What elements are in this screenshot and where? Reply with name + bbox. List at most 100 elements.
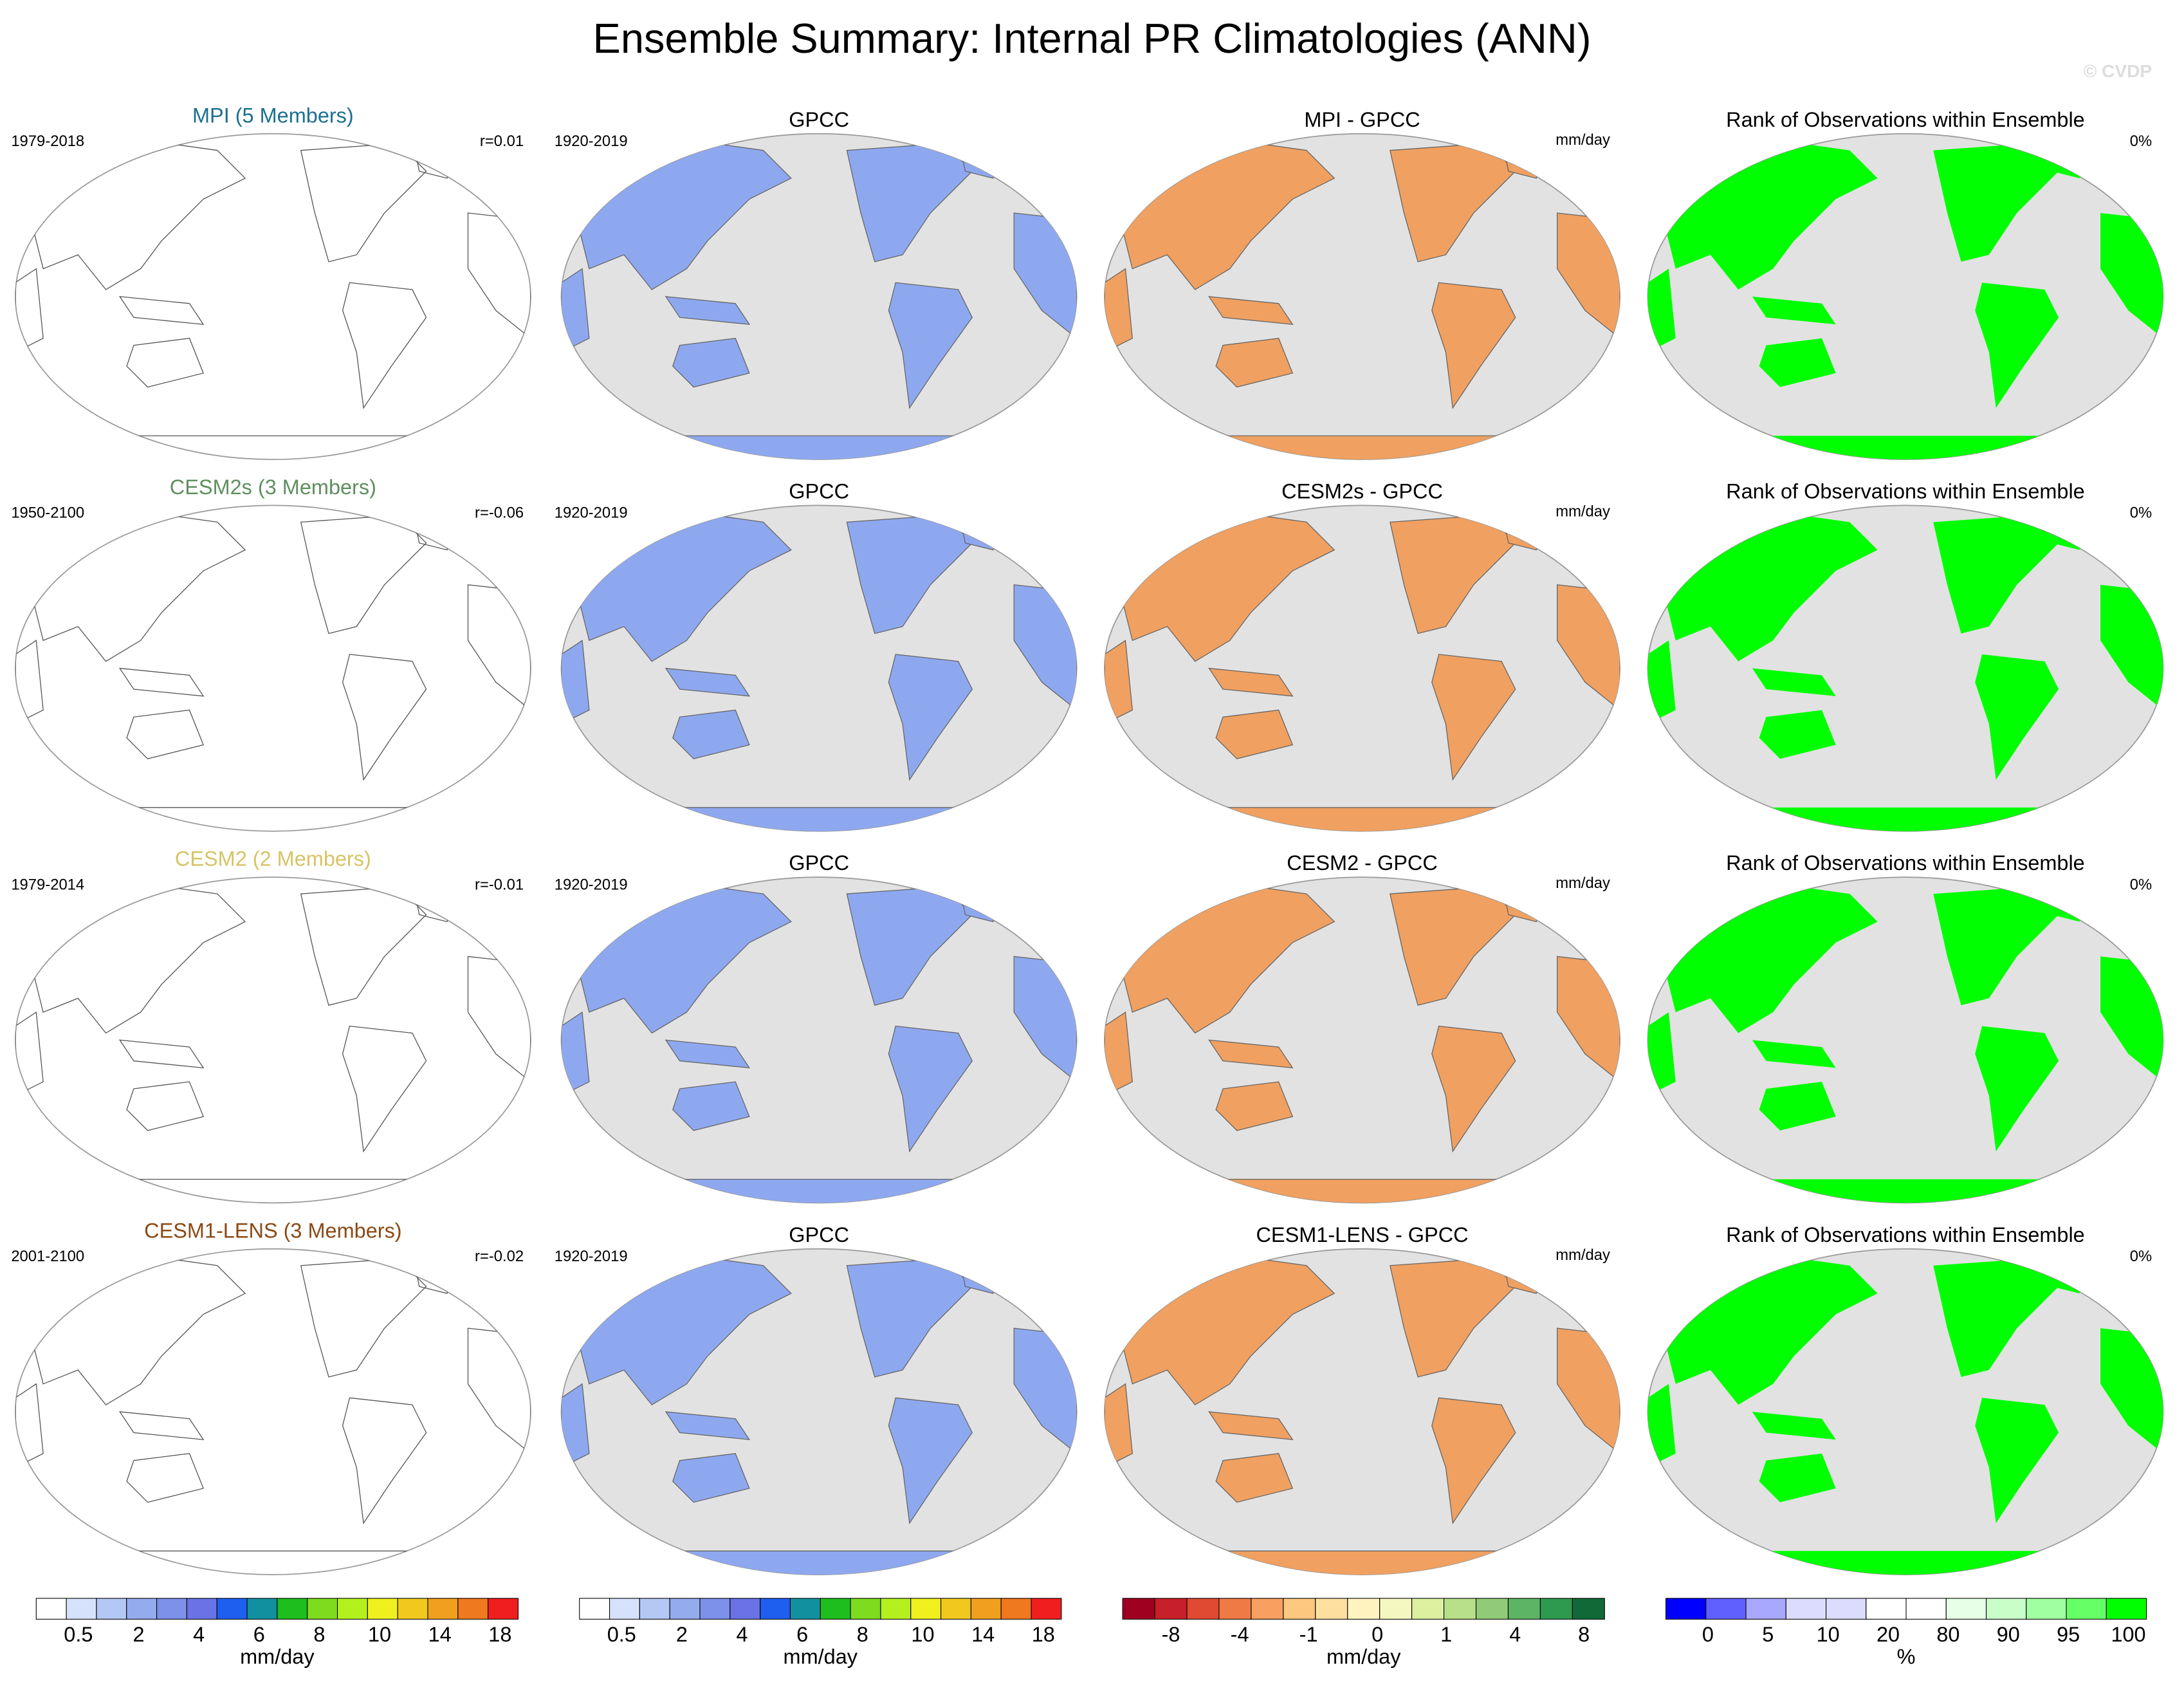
colorbar-box (1186, 1598, 1220, 1620)
colorbar-box (1666, 1598, 1707, 1620)
colorbar-label: 6 (796, 1623, 808, 1646)
colorbar-label: 14 (971, 1623, 995, 1646)
colorbar-box (1411, 1598, 1445, 1620)
colorbar-label: 10 (368, 1623, 391, 1646)
colorbar-box (1866, 1598, 1907, 1620)
model-period: 2001-2100 (11, 1248, 84, 1265)
colorbar-box (760, 1598, 791, 1620)
colorbar-box (277, 1598, 308, 1620)
rank-percent: 0% (2130, 876, 2152, 893)
pattern-correlation: r=-0.01 (475, 876, 524, 893)
obs-period: 1920-2019 (555, 1248, 628, 1265)
diff-title: MPI - GPCC (1304, 108, 1420, 131)
map-panel (1104, 133, 1620, 460)
pattern-correlation: r=0.01 (480, 133, 524, 150)
obs-period: 1920-2019 (555, 133, 628, 150)
rank-title: Rank of Observations within Ensemble (1726, 1223, 2085, 1246)
diff-units: mm/day (1555, 1246, 1610, 1264)
map-panel (1647, 1248, 2164, 1575)
obs-title: GPCC (789, 480, 849, 503)
colorbar-label: 4 (193, 1623, 205, 1646)
colorbar-label: 18 (1032, 1623, 1055, 1646)
map-panel (1647, 876, 2164, 1204)
colorbar-label: -4 (1231, 1623, 1249, 1646)
colorbar-label: 0 (1372, 1623, 1383, 1646)
colorbar-box (2106, 1598, 2147, 1620)
colorbar-label: 4 (1509, 1623, 1521, 1646)
colorbar-label: 2 (676, 1623, 688, 1646)
colorbar-box (1905, 1598, 1947, 1620)
colorbar-box (397, 1598, 428, 1620)
colorbar-label: -1 (1299, 1623, 1318, 1646)
colorbar-box (1379, 1598, 1413, 1620)
colorbar-box (1945, 1598, 1987, 1620)
map-panel (1104, 1248, 1620, 1575)
colorbar-box (609, 1598, 640, 1620)
colorbar-box (910, 1598, 942, 1620)
colorbar-box (1218, 1598, 1252, 1620)
model-period: 1979-2014 (11, 876, 84, 893)
colorbar-box (457, 1598, 489, 1620)
colorbar-box (1475, 1598, 1509, 1620)
colorbar-units: mm/day (784, 1645, 858, 1668)
model-period: 1979-2018 (11, 133, 84, 150)
colorbar-box (35, 1598, 67, 1620)
colorbar-box (427, 1598, 459, 1620)
diff-units: mm/day (1555, 503, 1610, 521)
colorbar-label: 1 (1440, 1623, 1452, 1646)
globe (14, 504, 531, 832)
map-panel (1104, 504, 1620, 832)
map-panel (1647, 133, 2164, 460)
colorbar-box (970, 1598, 1002, 1620)
colorbar-box (1000, 1598, 1032, 1620)
rank-title: Rank of Observations within Ensemble (1726, 108, 2085, 131)
colorbar-units: mm/day (1326, 1645, 1401, 1668)
colorbar-label: 0.5 (607, 1623, 636, 1646)
map-panel (1647, 504, 2164, 832)
colorbar-label: 14 (428, 1623, 452, 1646)
pattern-correlation: r=-0.02 (475, 1248, 524, 1265)
colorbar-box (1315, 1598, 1348, 1620)
colorbar-label: 4 (737, 1623, 748, 1646)
colorbar-box (2026, 1598, 2067, 1620)
globe (14, 1248, 531, 1575)
rank-percent: 0% (2130, 504, 2152, 522)
obs-period: 1920-2019 (555, 876, 628, 893)
rank-title: Rank of Observations within Ensemble (1726, 480, 2085, 503)
colorbar-box (1986, 1598, 2027, 1620)
colorbar-units: % (1897, 1645, 1916, 1668)
map-panel (14, 133, 531, 460)
colorbar-box (126, 1598, 158, 1620)
colorbar-box (1507, 1598, 1541, 1620)
colorbar-box (186, 1598, 217, 1620)
figure-title: Ensemble Summary: Internal PR Climatolog… (593, 15, 1592, 62)
colorbar-box (1444, 1598, 1477, 1620)
map-panel (560, 504, 1078, 832)
colorbar-box (307, 1598, 338, 1620)
colorbar-box (579, 1598, 610, 1620)
diff-title: CESM2s - GPCC (1281, 480, 1443, 503)
model-title: MPI (5 Members) (192, 104, 354, 127)
obs-title: GPCC (789, 108, 849, 131)
colorbar-label: 8 (1578, 1623, 1590, 1646)
map-panel (560, 1248, 1078, 1575)
colorbar-box (1539, 1598, 1573, 1620)
colorbar-box (336, 1598, 368, 1620)
colorbar-label: 0.5 (64, 1623, 93, 1646)
diff-units: mm/day (1555, 874, 1610, 892)
colorbar-box (488, 1598, 518, 1620)
colorbar-box (216, 1598, 248, 1620)
colorbar-box (669, 1598, 701, 1620)
colorbar-box (941, 1598, 971, 1620)
colorbar-box (1251, 1598, 1284, 1620)
colorbar-box (96, 1598, 127, 1620)
colorbar-box (156, 1598, 187, 1620)
colorbar-box (1826, 1598, 1867, 1620)
colorbar-label: 100 (2111, 1623, 2145, 1646)
rank-title: Rank of Observations within Ensemble (1726, 851, 2085, 874)
colorbar-box (1122, 1598, 1155, 1620)
model-title: CESM2s (3 Members) (170, 476, 376, 499)
colorbar-label: 10 (911, 1623, 934, 1646)
diff-units: mm/day (1555, 131, 1610, 149)
